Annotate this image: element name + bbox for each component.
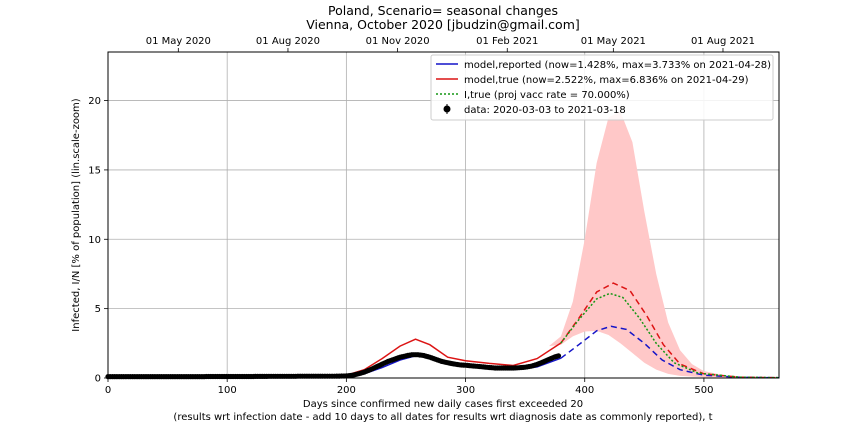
x-tick-label: 100 bbox=[218, 385, 237, 396]
legend: model,reported (now=1.428%, max=3.733% o… bbox=[430, 54, 774, 121]
x-tick-label: 300 bbox=[456, 385, 475, 396]
top-tick-label: 01 Aug 2021 bbox=[691, 36, 755, 47]
confidence-band bbox=[548, 111, 779, 378]
top-tick-label: 01 Nov 2020 bbox=[366, 36, 430, 47]
legend-label-reported: model,reported (now=1.428%, max=3.733% o… bbox=[464, 60, 771, 71]
x-axis-ticks: 0 100 200 300 400 500 bbox=[105, 378, 713, 396]
top-tick-label: 01 Feb 2021 bbox=[476, 36, 538, 47]
legend-label-true: model,true (now=2.522%, max=6.836% on 20… bbox=[464, 75, 749, 86]
chart-title-line2: Vienna, October 2020 [jbudzin@gmail.com] bbox=[306, 17, 580, 32]
y-axis-ticks: 0 5 10 15 20 bbox=[88, 96, 108, 385]
x-tick-label: 0 bbox=[105, 385, 111, 396]
y-axis-label: Infected, I/N [% of population] (lin.sca… bbox=[71, 98, 82, 331]
top-tick-label: 01 May 2020 bbox=[146, 36, 211, 47]
y-tick-label: 15 bbox=[88, 165, 101, 176]
legend-label-vacc: I,true (proj vacc rate = 70.000%) bbox=[464, 90, 630, 101]
legend-box bbox=[430, 54, 774, 121]
series-true-line bbox=[107, 338, 562, 378]
data-point bbox=[555, 353, 562, 359]
top-tick-label: 01 Aug 2020 bbox=[256, 36, 320, 47]
y-tick-label: 20 bbox=[88, 96, 101, 107]
band-area bbox=[548, 111, 779, 378]
x-tick-label: 200 bbox=[337, 385, 356, 396]
legend-label-data: data: 2020-03-03 to 2021-03-18 bbox=[464, 105, 626, 116]
y-tick-label: 0 bbox=[95, 374, 101, 385]
x-tick-label: 400 bbox=[575, 385, 594, 396]
top-axis-ticks: 01 May 2020 01 Aug 2020 01 Nov 2020 01 Feb … bbox=[146, 36, 755, 52]
top-tick-label: 01 May 2021 bbox=[581, 36, 646, 47]
y-tick-label: 5 bbox=[95, 304, 101, 315]
x-axis-label-line2: (results wrt infection date - add 10 day… bbox=[173, 412, 712, 423]
x-tick-label: 500 bbox=[694, 385, 713, 396]
x-axis-label-line1: Days since confirmed new daily cases fir… bbox=[303, 399, 583, 410]
y-tick-label: 10 bbox=[88, 235, 101, 246]
data-points bbox=[105, 352, 562, 380]
chart-title-line1: Poland, Scenario= seasonal changes bbox=[328, 3, 558, 18]
series-true-projection bbox=[560, 282, 780, 379]
plot-frame bbox=[107, 51, 780, 379]
